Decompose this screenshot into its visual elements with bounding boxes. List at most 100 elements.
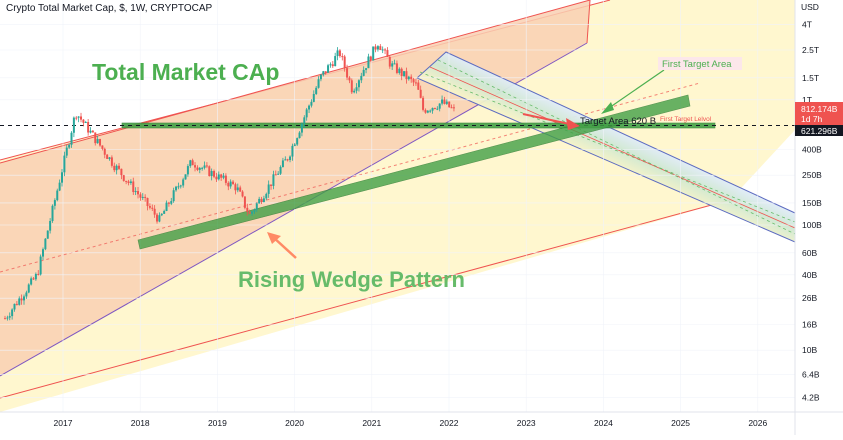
candle-body (163, 210, 166, 214)
candle-body (101, 145, 104, 149)
candle-body (300, 123, 303, 133)
candle-body (122, 175, 125, 181)
candle-body (201, 167, 204, 169)
annotation-target-area: Target Area 620 B (580, 116, 656, 127)
candle-body (436, 108, 439, 110)
candle-body (279, 166, 282, 174)
time-tick-label: 2021 (362, 418, 381, 428)
candle-body (331, 64, 334, 67)
candle-body (417, 82, 420, 90)
candle-body (61, 172, 64, 183)
candle-body (56, 190, 59, 201)
candle-body (217, 174, 220, 180)
candle-body (267, 184, 270, 194)
candle-body (63, 155, 66, 173)
grid (0, 0, 795, 412)
time-axis[interactable]: 2017 2018 2019 2020 2021 2022 2023 2024 2025 2026 (54, 418, 768, 428)
candle-body (205, 165, 208, 167)
candle-body (443, 99, 446, 104)
candle-body (167, 202, 170, 204)
candle-body (179, 185, 182, 187)
candle-body (175, 186, 178, 191)
first-target-arrow-line (605, 69, 665, 111)
channel-midline (0, 82, 701, 273)
candle-body (293, 144, 296, 146)
candle-body (213, 171, 216, 177)
candle-body (322, 71, 325, 75)
wedge-right-edge (586, 0, 591, 44)
candle-body (431, 107, 434, 111)
price-tick-label: 2.5T (802, 45, 819, 55)
candle-body (170, 201, 173, 204)
candle-body (258, 198, 261, 204)
candle-body (262, 198, 265, 203)
candle-body (129, 181, 132, 184)
price-tick-label: 60B (802, 248, 817, 258)
candle-body (324, 71, 327, 73)
candle-body (134, 191, 137, 193)
candle-body (89, 130, 92, 133)
candle-body (91, 130, 94, 133)
candle-body (379, 46, 382, 50)
candle-body (315, 87, 318, 94)
candle-body (298, 132, 301, 139)
candle-body (357, 80, 360, 88)
candle-body (243, 196, 246, 208)
candle-body (139, 194, 142, 198)
candle-body (424, 109, 427, 113)
candle-body (42, 249, 45, 257)
candle-body (232, 181, 235, 185)
candle-body (303, 117, 306, 124)
candle-body (350, 80, 353, 93)
first-target-area-box (658, 57, 742, 70)
candle-body (208, 166, 211, 177)
candle-body (198, 167, 201, 170)
annotation-wedge: Rising Wedge Pattern (238, 267, 465, 292)
candle-body (429, 110, 432, 112)
candle-body (277, 173, 280, 175)
candle-body (272, 174, 275, 186)
candle-body (403, 71, 406, 76)
price-axis[interactable]: 4T 2.5T 1.5T 1T 400B 250B 150B 100B 60B 40B 26B 16B… (802, 19, 822, 402)
candle-body (360, 75, 363, 81)
candle-body (346, 68, 349, 78)
candle-body (317, 79, 320, 88)
candle-body (87, 122, 90, 133)
candle-body (65, 147, 68, 156)
descending-channel-inner-1 (419, 71, 796, 223)
candle-body (248, 211, 251, 214)
candle-body (426, 110, 429, 113)
candle-body (384, 49, 387, 51)
price-tick-label: 10B (802, 345, 817, 355)
symbol-title: Crypto Total Market Cap, $, 1W, CRYPTOCA… (6, 3, 213, 14)
candle-body (395, 63, 398, 73)
price-tick-label: 40B (802, 270, 817, 280)
candle-body (172, 190, 175, 202)
candle-body (291, 145, 294, 157)
candle-body (281, 160, 284, 167)
annotation-first-target-area: First Target Area (662, 59, 732, 70)
candle-body (94, 132, 97, 144)
candle-body (362, 69, 365, 76)
candle-body (194, 165, 197, 168)
candle-body (388, 56, 391, 67)
candle-body (374, 46, 377, 50)
candle-body (125, 180, 128, 182)
time-tick-label: 2020 (285, 418, 304, 428)
price-tick-label: 16B (802, 320, 817, 330)
price-tick-label: 1.5T (802, 73, 819, 83)
price-tick-label: 4.2B (802, 392, 820, 402)
candle-body (241, 191, 244, 197)
candle-body (220, 174, 223, 178)
candle-body (49, 220, 52, 231)
price-tick-label: 26B (802, 293, 817, 303)
first-target-arrow-head (601, 102, 614, 114)
candle-body (414, 82, 417, 84)
candle-body (51, 205, 54, 221)
candle-body (165, 202, 168, 211)
rising-wedge (0, 0, 590, 376)
candle-body (108, 157, 111, 159)
last-price-tag: 812.174B (801, 104, 838, 114)
